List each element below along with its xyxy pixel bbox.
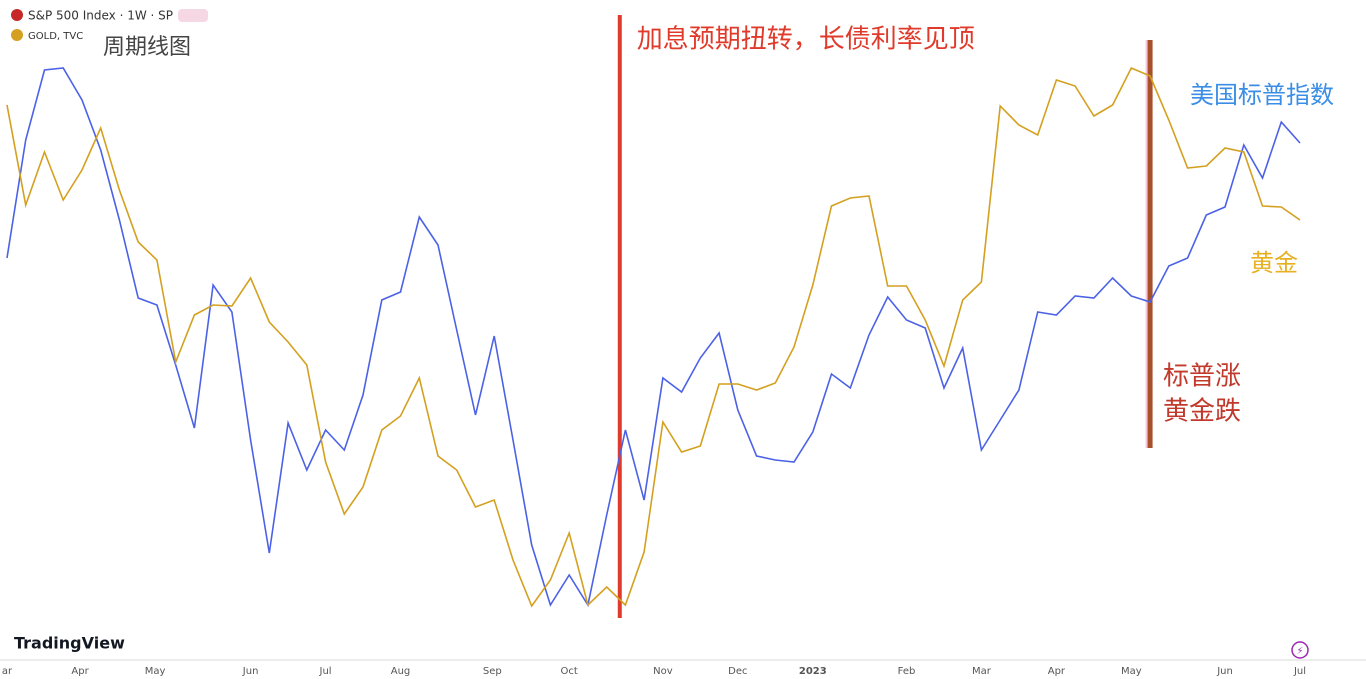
series-label: 美国标普指数 [1190, 81, 1334, 109]
series-line [6, 67, 1301, 608]
header-badge [178, 9, 208, 22]
gold-icon [11, 29, 23, 41]
x-tick-label: Jun [1216, 666, 1233, 677]
header-note: 周期线图 [103, 35, 191, 60]
series-label: 黄金 [1250, 249, 1298, 277]
x-tick-label: Sep [483, 666, 502, 677]
header-main: S&P 500 Index · 1W · SP [28, 9, 173, 23]
x-tick-label: Jul [319, 666, 332, 677]
series-line [6, 66, 1301, 608]
x-tick-label: Aug [391, 666, 411, 677]
sp-icon [11, 9, 23, 21]
x-tick-label: 2023 [799, 666, 827, 677]
x-tick-label: Dec [728, 666, 747, 677]
lightning-icon: ⚡ [1296, 646, 1303, 657]
x-tick-label: Mar [972, 666, 992, 677]
annotation-text: 黄金跌 [1163, 397, 1241, 427]
x-tick-label: Jul [1293, 666, 1306, 677]
x-tick-label: Oct [561, 666, 578, 677]
x-tick-label: Apr [1048, 666, 1066, 677]
annotation-text: 加息预期扭转，长债利率见顶 [637, 25, 975, 55]
x-tick-label: May [1121, 666, 1142, 677]
x-tick-label: ar [2, 666, 13, 677]
x-tick-label: Feb [898, 666, 916, 677]
x-tick-label: Nov [653, 666, 673, 677]
x-tick-label: May [145, 666, 166, 677]
x-tick-label: Jun [242, 666, 259, 677]
header-secondary: GOLD, TVC [28, 31, 83, 42]
annotation-text: 标普涨 [1163, 362, 1241, 392]
x-tick-label: Apr [71, 666, 89, 677]
lightning-button[interactable] [1291, 641, 1309, 659]
brand: TradingView [14, 634, 125, 653]
